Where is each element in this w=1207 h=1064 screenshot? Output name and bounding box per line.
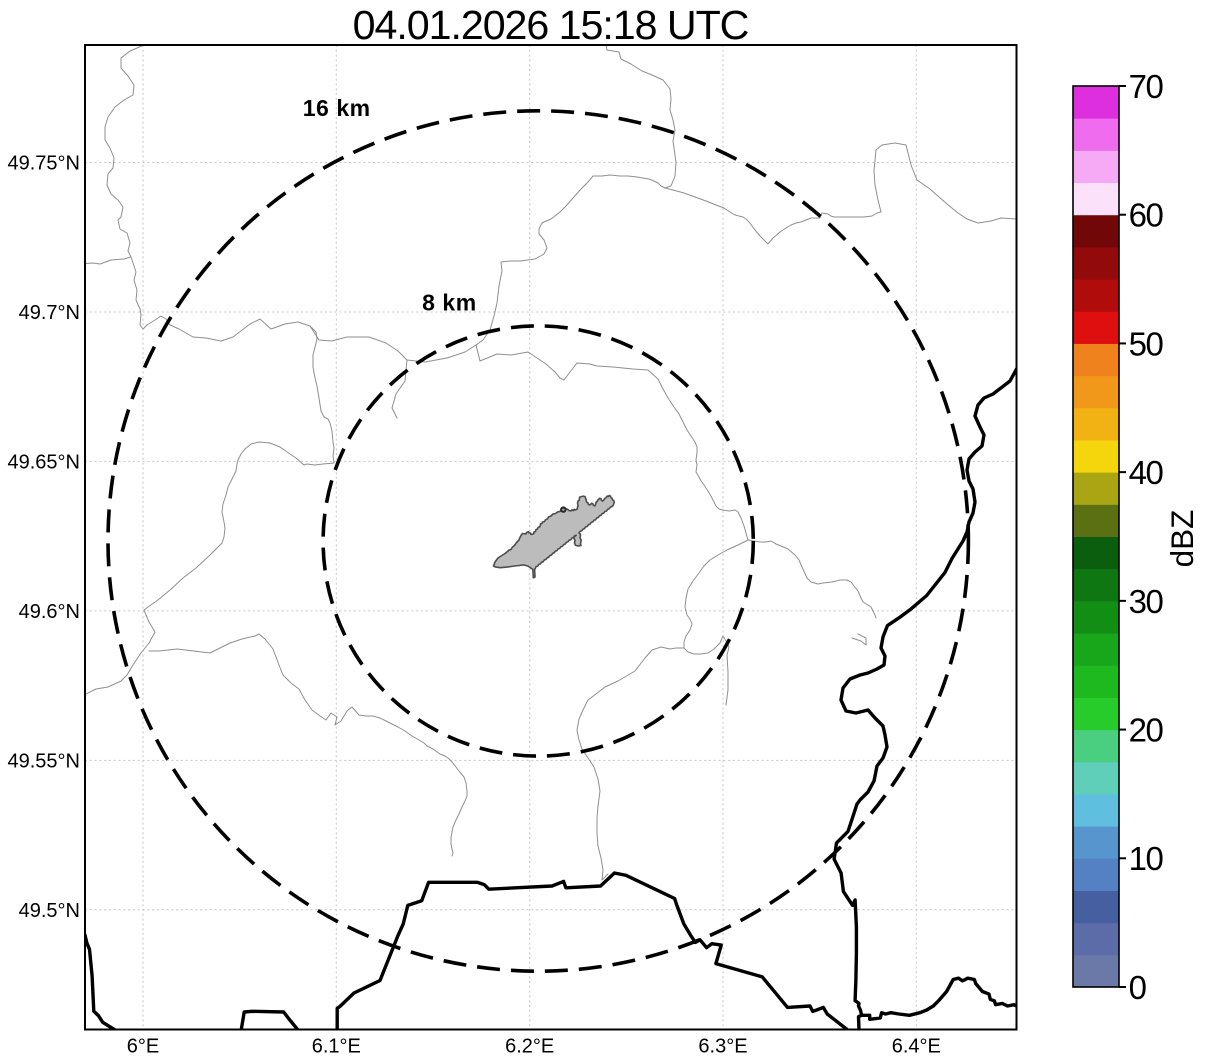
- svg-text:10: 10: [1129, 840, 1164, 877]
- svg-text:50: 50: [1129, 325, 1164, 362]
- svg-text:60: 60: [1129, 197, 1164, 234]
- svg-text:20: 20: [1129, 711, 1164, 748]
- svg-text:40: 40: [1129, 454, 1164, 491]
- svg-text:30: 30: [1129, 583, 1164, 620]
- svg-text:6.2°E: 6.2°E: [505, 1036, 554, 1058]
- svg-text:6.3°E: 6.3°E: [698, 1036, 747, 1058]
- svg-text:70: 70: [1129, 68, 1164, 105]
- svg-text:6.1°E: 6.1°E: [312, 1036, 361, 1058]
- svg-text:49.7°N: 49.7°N: [19, 302, 80, 324]
- svg-text:49.75°N: 49.75°N: [8, 153, 81, 175]
- svg-text:8 km: 8 km: [422, 290, 477, 316]
- svg-text:49.55°N: 49.55°N: [8, 751, 81, 773]
- svg-text:04.01.2026 15:18 UTC: 04.01.2026 15:18 UTC: [353, 2, 749, 48]
- svg-text:6°E: 6°E: [127, 1036, 159, 1058]
- svg-text:0: 0: [1129, 969, 1147, 1006]
- svg-text:49.5°N: 49.5°N: [19, 900, 80, 922]
- svg-text:49.65°N: 49.65°N: [8, 452, 81, 474]
- svg-text:dBZ: dBZ: [1164, 510, 1200, 568]
- svg-text:6.4°E: 6.4°E: [892, 1036, 941, 1058]
- svg-text:49.6°N: 49.6°N: [19, 601, 80, 623]
- svg-text:16 km: 16 km: [303, 95, 371, 121]
